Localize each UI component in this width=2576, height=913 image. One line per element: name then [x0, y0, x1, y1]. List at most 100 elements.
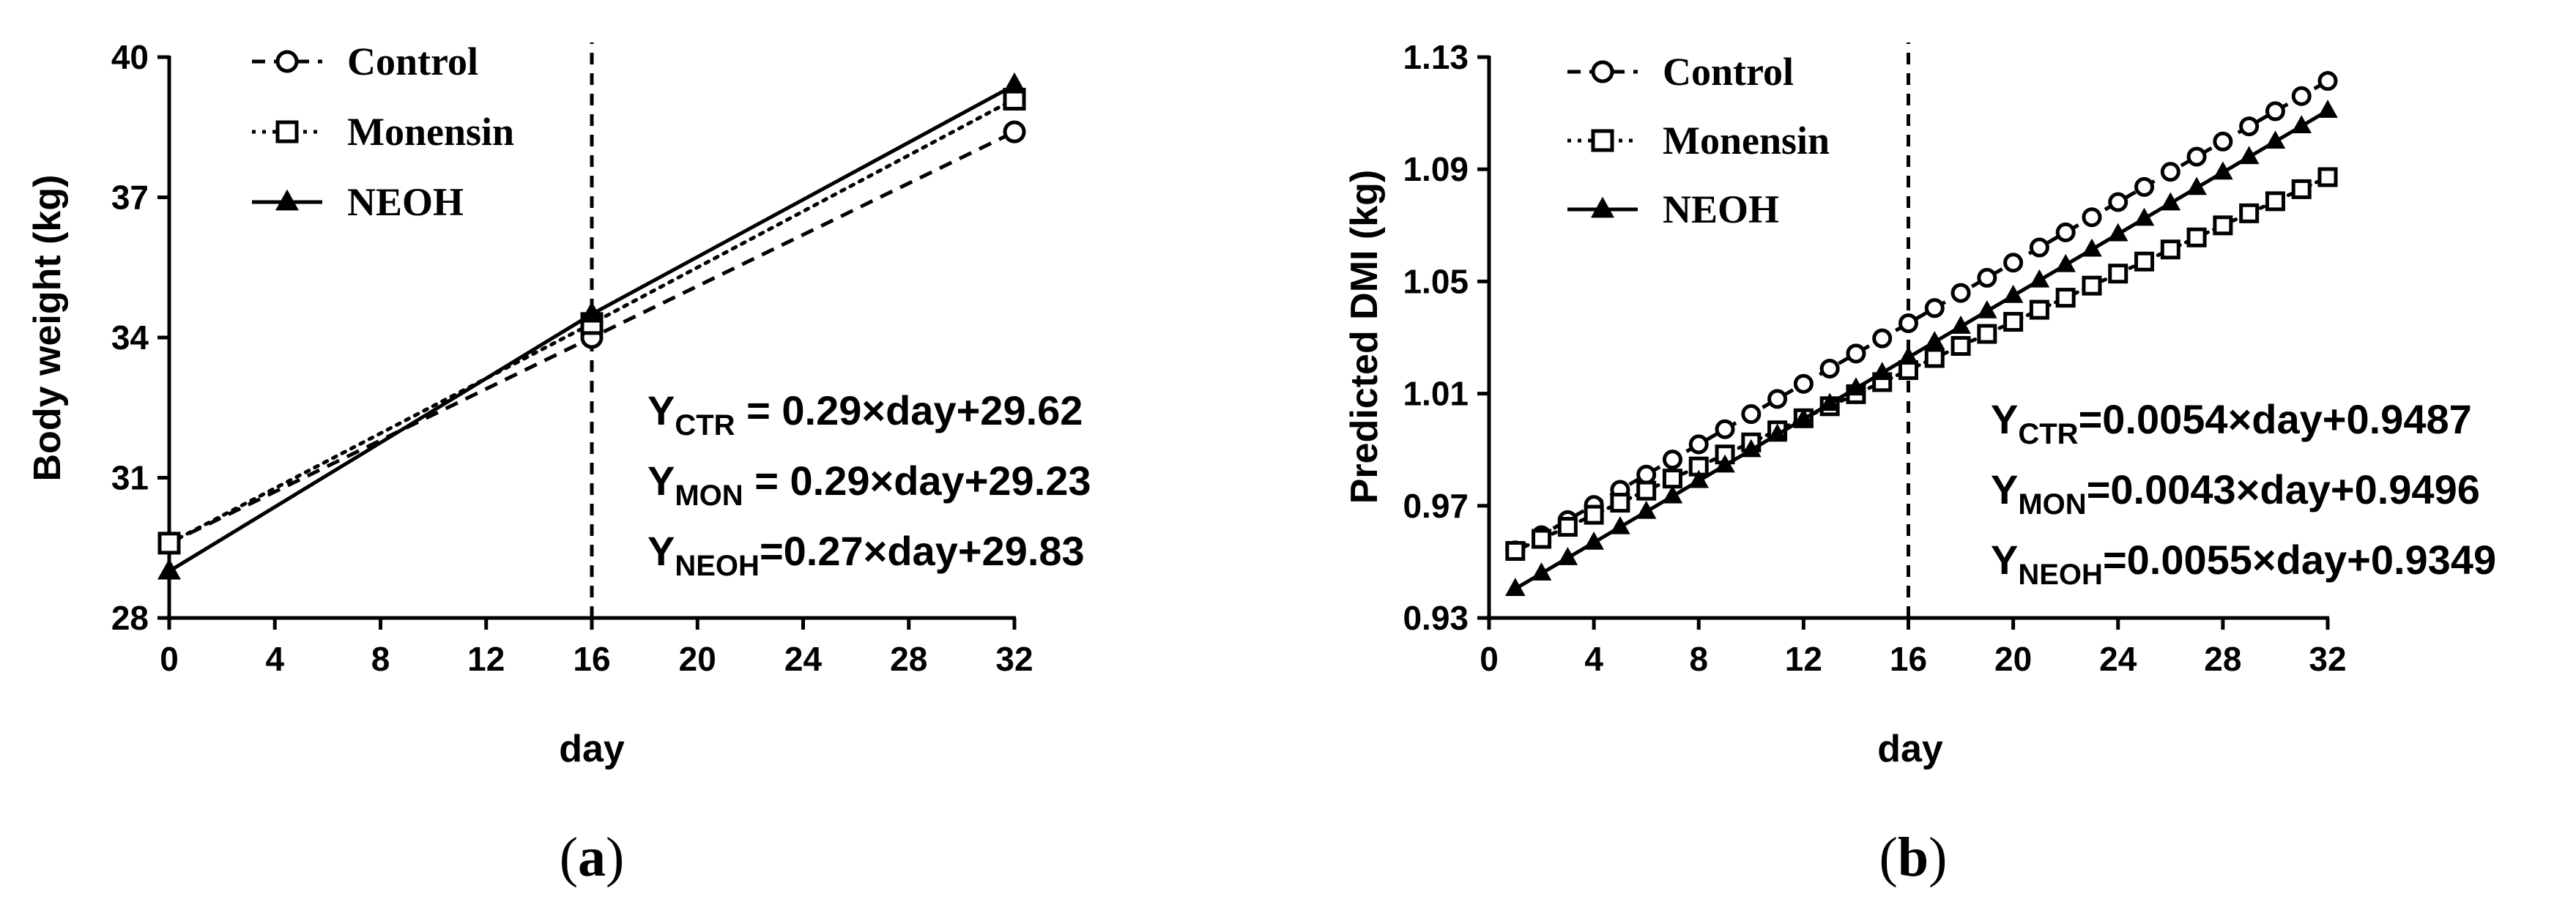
- b-point-neoh: [2134, 207, 2155, 226]
- b-legend-marker-neoh: [1590, 196, 1615, 218]
- b-point-neoh: [1662, 485, 1683, 504]
- b-x-tick-label: 0: [1480, 640, 1499, 678]
- b-point-neoh: [2107, 223, 2128, 242]
- b-point-neoh: [1767, 423, 1788, 442]
- panel-b-x-axis-label: day: [1877, 728, 1943, 770]
- b-point-control: [1636, 464, 1657, 485]
- a-x-tick-label: 0: [160, 640, 179, 678]
- a-equation-subscript: CTR: [675, 409, 735, 441]
- b-point-control: [2213, 131, 2233, 152]
- a-equation: YCTR = 0.29×day+29.62: [647, 387, 1083, 441]
- b-point-monensin: [2108, 264, 2128, 284]
- a-legend-marker-neoh: [275, 189, 300, 211]
- b-point-neoh: [2265, 130, 2286, 149]
- b-point-monensin: [1557, 517, 1578, 537]
- panel-b-predicted-dmi-chart: 0 4 8 12 16 20 24 28 320.930.971.011.051.091.13 …: [1343, 38, 2496, 888]
- a-y-tick-label: 40: [111, 38, 149, 76]
- b-x-tick-label: 8: [1689, 640, 1708, 678]
- b-x-tick-label: 24: [2099, 640, 2137, 678]
- b-point-control: [2134, 176, 2155, 197]
- b-point-control: [1977, 267, 1997, 288]
- b-point-neoh: [1504, 578, 1526, 596]
- a-x-tick-label: 16: [573, 640, 610, 678]
- b-point-neoh: [1557, 547, 1578, 565]
- b-point-control: [1662, 450, 1682, 470]
- b-point-control: [2317, 71, 2338, 92]
- b-point-monensin: [2160, 239, 2180, 260]
- b-point-neoh: [2160, 192, 2181, 211]
- b-point-control: [1950, 283, 1971, 303]
- b-point-monensin: [2239, 203, 2260, 223]
- a-equation-subscript: MON: [675, 480, 743, 512]
- b-y-tick-label: 0.93: [1403, 599, 1469, 637]
- b-point-monensin: [2082, 275, 2102, 296]
- b-equation-y: Y: [1991, 466, 2018, 513]
- b-point-control: [2029, 237, 2049, 258]
- a-x-tick-label: 32: [995, 640, 1033, 678]
- a-equation-rhs: = 0.29×day+29.62: [735, 387, 1083, 433]
- b-point-control: [2055, 222, 2076, 242]
- b-point-neoh: [1741, 439, 1762, 458]
- b-legend-label-neoh: NEOH: [1663, 187, 1779, 231]
- b-point-neoh: [2291, 115, 2312, 133]
- b-point-monensin: [2213, 215, 2233, 236]
- a-point-monensin: [157, 532, 181, 555]
- a-y-tick-label: 28: [111, 599, 149, 637]
- b-x-tick-label: 32: [2309, 640, 2346, 678]
- b-point-monensin: [2291, 179, 2312, 199]
- b-legend-label-control: Control: [1663, 50, 1794, 94]
- a-y-tick-label: 34: [111, 318, 149, 357]
- a-y-tick-label: 31: [111, 459, 149, 497]
- a-equation-rhs: = 0.29×day+29.23: [743, 458, 1091, 504]
- b-series-line-neoh: [1514, 108, 2329, 591]
- b-point-monensin: [1977, 324, 1997, 344]
- b-x-tick-label: 28: [2204, 640, 2241, 678]
- b-point-monensin: [2003, 312, 2024, 332]
- a-point-neoh: [579, 301, 604, 323]
- b-point-control: [2186, 146, 2207, 167]
- b-point-neoh: [1715, 454, 1735, 473]
- b-point-monensin: [2317, 167, 2338, 187]
- b-point-control: [2265, 101, 2285, 122]
- b-point-monensin: [1924, 348, 1945, 368]
- a-equation-y: Y: [647, 528, 675, 574]
- b-point-neoh: [1636, 500, 1657, 519]
- b-y-tick-label: 1.09: [1403, 150, 1469, 188]
- b-point-neoh: [2186, 176, 2207, 195]
- b-point-monensin: [2186, 227, 2207, 247]
- panel-a-body-weight-chart: 0 4 8 12 16 20 24 28 32 28 31 34 37 40 Control Monensi…: [26, 38, 1091, 888]
- b-point-control: [1819, 359, 1840, 379]
- b-equation: YMON=0.0043×day+0.9496: [1991, 466, 2480, 521]
- a-equation: YMON = 0.29×day+29.23: [647, 458, 1091, 512]
- b-point-neoh: [1924, 331, 1945, 349]
- a-equation: YNEOH=0.27×day+29.83: [647, 528, 1085, 582]
- b-equation: YCTR=0.0054×day+0.9487: [1991, 396, 2472, 450]
- b-point-neoh: [2002, 284, 2024, 303]
- b-y-tick-label: 1.05: [1403, 262, 1469, 300]
- a-point-control: [1003, 120, 1026, 144]
- b-point-control: [1793, 373, 1814, 394]
- b-point-neoh: [1898, 346, 1919, 365]
- b-point-control: [2082, 207, 2102, 228]
- b-y-tick-label: 1.13: [1403, 38, 1469, 76]
- a-y-tick-label: 37: [111, 179, 149, 217]
- b-point-monensin: [2134, 251, 2155, 272]
- a-x-tick-label: 24: [784, 640, 823, 678]
- a-equation-y: Y: [647, 458, 675, 504]
- b-point-control: [2108, 192, 2128, 212]
- a-legend-marker-control: [275, 50, 299, 73]
- b-point-control: [1741, 404, 1762, 425]
- b-point-neoh: [1950, 316, 1971, 334]
- b-point-control: [2160, 162, 2180, 182]
- b-point-neoh: [1688, 469, 1710, 488]
- b-point-monensin: [1532, 529, 1552, 549]
- panel-b-caption-letter: b: [1898, 827, 1929, 888]
- b-x-tick-label: 12: [1785, 640, 1822, 678]
- a-legend-label-control: Control: [347, 40, 478, 83]
- b-point-control: [1767, 389, 1788, 409]
- b-equation: YNEOH=0.0055×day+0.9349: [1991, 537, 2496, 591]
- b-equation-subscript: CTR: [2018, 418, 2078, 450]
- a-point-neoh: [157, 558, 182, 580]
- b-x-tick-label: 16: [1890, 640, 1927, 678]
- a-x-tick-label: 4: [265, 640, 284, 678]
